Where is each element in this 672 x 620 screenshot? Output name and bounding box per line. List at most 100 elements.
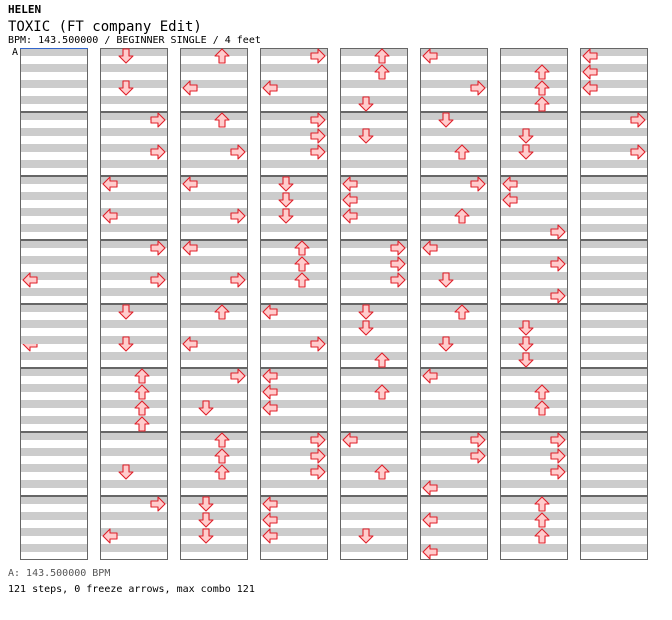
beat-band	[340, 96, 408, 104]
beat-band	[580, 64, 648, 72]
step-arrow-L	[262, 304, 278, 320]
step-arrow-R	[310, 144, 326, 160]
beat-band	[20, 112, 88, 120]
measure-frame	[580, 368, 648, 432]
step-arrow-U	[534, 96, 550, 112]
measure-frame	[500, 368, 568, 432]
beat-band	[500, 448, 568, 456]
beat-band	[500, 400, 568, 408]
beat-band	[420, 96, 488, 104]
step-arrow-U	[214, 112, 230, 128]
beat-band	[420, 288, 488, 296]
step-arrow-L	[422, 48, 438, 64]
beat-band	[20, 144, 88, 152]
beat-band	[20, 64, 88, 72]
beat-band	[180, 448, 248, 456]
beat-band	[500, 224, 568, 232]
measure-frame	[500, 48, 568, 112]
beat-band	[340, 160, 408, 168]
beat-band	[100, 512, 168, 520]
beat-band	[100, 400, 168, 408]
beat-band	[20, 80, 88, 88]
step-arrow-U	[534, 496, 550, 512]
beat-band	[340, 288, 408, 296]
measure-frame	[20, 304, 88, 368]
step-arrow-U	[294, 240, 310, 256]
beat-band	[500, 464, 568, 472]
beat-band	[580, 544, 648, 552]
beat-band	[260, 144, 328, 152]
beat-band	[20, 160, 88, 168]
beat-band	[340, 512, 408, 520]
beat-band	[260, 496, 328, 504]
beat-band	[180, 352, 248, 360]
beat-band	[420, 544, 488, 552]
measure-frame	[260, 304, 328, 368]
beat-band	[420, 176, 488, 184]
step-arrow-R	[470, 80, 486, 96]
step-stats: 121 steps, 0 freeze arrows, max combo 12…	[8, 584, 255, 595]
beat-band	[180, 368, 248, 376]
step-arrow-L	[262, 400, 278, 416]
step-arrow-U	[374, 64, 390, 80]
beat-band	[180, 304, 248, 312]
step-arrow-L	[342, 192, 358, 208]
beat-band	[420, 208, 488, 216]
beat-band	[420, 272, 488, 280]
beat-band	[260, 112, 328, 120]
beat-band	[100, 144, 168, 152]
measure-frame	[340, 176, 408, 240]
step-arrow-R	[550, 288, 566, 304]
beat-band	[180, 528, 248, 536]
beat-band	[580, 400, 648, 408]
step-arrow-D	[518, 128, 534, 144]
step-arrow-R	[310, 464, 326, 480]
beat-band	[260, 384, 328, 392]
beat-band	[580, 528, 648, 536]
beat-band	[580, 176, 648, 184]
beat-band	[260, 192, 328, 200]
measure-frame	[580, 432, 648, 496]
beat-band	[100, 448, 168, 456]
step-arrow-L	[502, 176, 518, 192]
beat-band	[500, 272, 568, 280]
step-arrow-L	[422, 512, 438, 528]
beat-band	[340, 80, 408, 88]
beat-band	[340, 144, 408, 152]
beat-band	[500, 416, 568, 424]
beat-band	[340, 64, 408, 72]
step-arrow-L	[262, 528, 278, 544]
measure-frame	[180, 176, 248, 240]
beat-band	[260, 368, 328, 376]
step-arrow-R	[470, 432, 486, 448]
beat-band	[180, 48, 248, 56]
step-arrow-U	[214, 304, 230, 320]
beat-band	[100, 544, 168, 552]
beat-band	[420, 368, 488, 376]
step-arrow-L	[182, 240, 198, 256]
beat-band	[20, 288, 88, 296]
beat-band	[580, 48, 648, 56]
beat-band	[20, 336, 88, 344]
step-arrow-R	[390, 272, 406, 288]
beat-band	[20, 192, 88, 200]
beat-band	[340, 192, 408, 200]
beat-band	[20, 384, 88, 392]
beat-band	[500, 96, 568, 104]
step-arrow-L	[582, 64, 598, 80]
measure-frame	[580, 176, 648, 240]
beat-band	[340, 272, 408, 280]
beat-band	[260, 480, 328, 488]
measure-frame	[180, 112, 248, 176]
beat-band	[100, 320, 168, 328]
beat-band	[20, 272, 88, 280]
beat-band	[100, 208, 168, 216]
beat-band	[180, 416, 248, 424]
beat-band	[500, 144, 568, 152]
beat-band	[500, 48, 568, 56]
step-arrow-L	[102, 208, 118, 224]
step-arrow-L	[422, 544, 438, 560]
beat-band	[580, 336, 648, 344]
beat-band	[180, 176, 248, 184]
beat-band	[500, 304, 568, 312]
